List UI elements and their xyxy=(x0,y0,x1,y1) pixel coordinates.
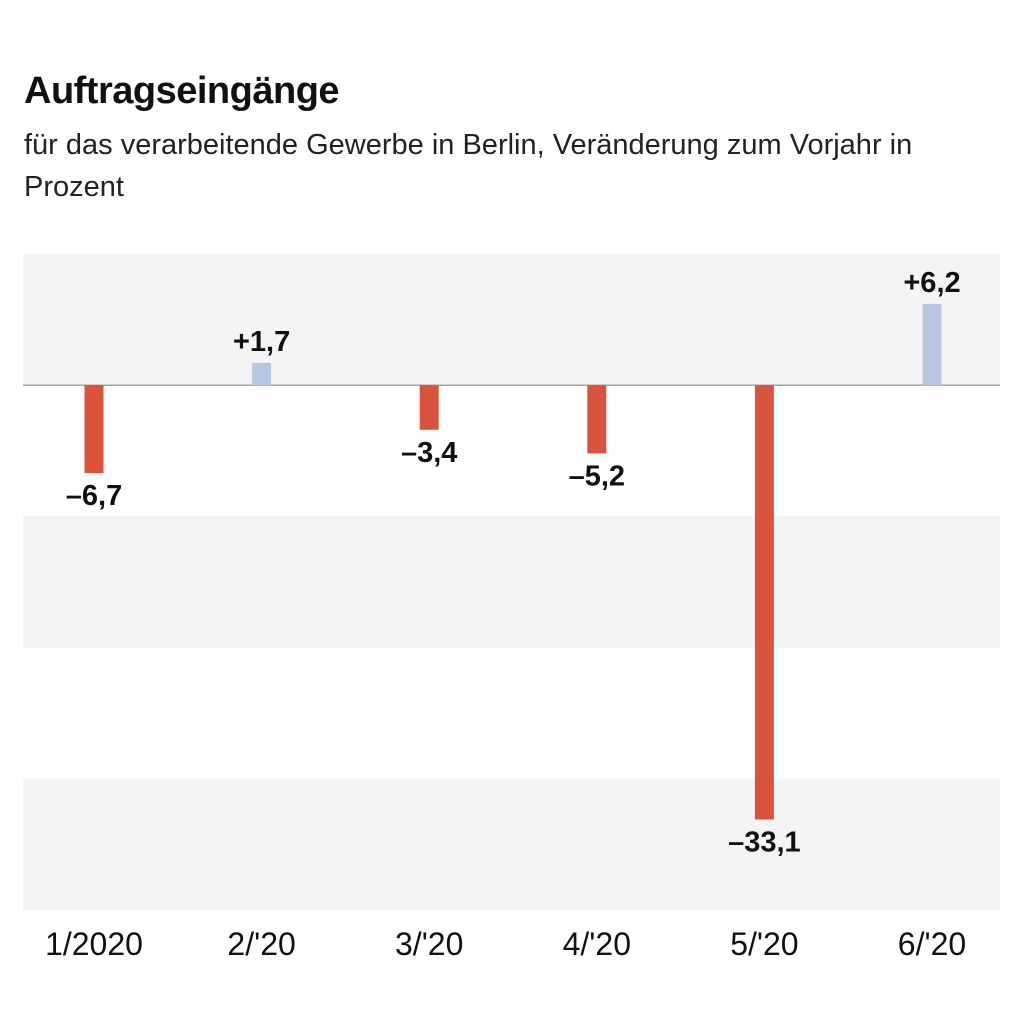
bar-3 xyxy=(587,385,607,454)
chart-title: Auftragseingänge xyxy=(24,70,340,112)
background-band xyxy=(23,778,1000,910)
bar-5 xyxy=(922,303,942,386)
background-band xyxy=(23,516,1000,648)
bars-group xyxy=(84,303,942,820)
x-tick-label-2: 3/'20 xyxy=(395,926,463,962)
background-bands xyxy=(23,254,1000,910)
data-label-5: +6,2 xyxy=(903,267,960,299)
value-labels-group: –6,7 +1,7 –3,4 –5,2 –33,1 +6,2 xyxy=(66,267,961,859)
x-tick-labels-group: 1/2020 2/'20 3/'20 4/'20 5/'20 6/'20 xyxy=(45,926,966,962)
bar-0 xyxy=(84,385,104,474)
data-label-4: –33,1 xyxy=(728,826,801,858)
x-tick-label-5: 6/'20 xyxy=(898,926,966,962)
x-tick-label-1: 2/'20 xyxy=(227,926,295,962)
bar-2 xyxy=(419,385,439,430)
data-label-0: –6,7 xyxy=(66,480,122,512)
x-tick-label-4: 5/'20 xyxy=(730,926,798,962)
x-tick-label-0: 1/2020 xyxy=(45,926,143,962)
bar-1 xyxy=(252,362,272,386)
data-label-2: –3,4 xyxy=(401,437,457,469)
bar-4 xyxy=(754,385,774,820)
background-band xyxy=(23,254,1000,386)
x-tick-label-3: 4/'20 xyxy=(563,926,631,962)
chart-subtitle: für das verarbeitende Gewerbe in Berlin,… xyxy=(24,129,913,203)
data-label-1: +1,7 xyxy=(233,326,290,358)
data-label-3: –5,2 xyxy=(569,460,625,492)
